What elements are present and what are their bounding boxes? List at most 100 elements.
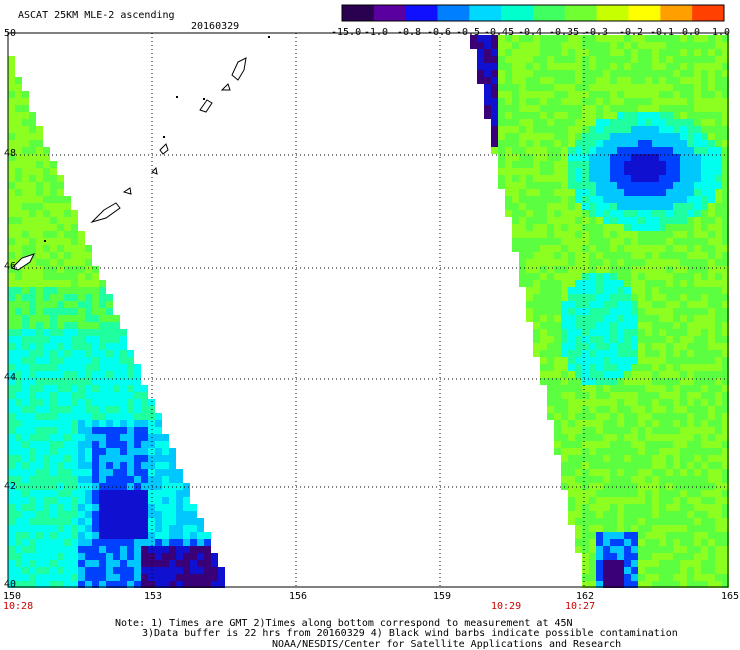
wind-cell <box>120 511 127 518</box>
wind-cell <box>22 182 29 189</box>
wind-cell <box>134 455 141 462</box>
wind-cell <box>533 147 540 154</box>
wind-cell <box>8 189 15 196</box>
wind-cell <box>50 182 57 189</box>
wind-cell <box>491 91 498 98</box>
colorbar-swatch <box>564 5 598 21</box>
wind-cell <box>526 63 533 70</box>
wind-cell <box>645 238 652 245</box>
wind-cell <box>78 511 85 518</box>
wind-cell <box>526 112 533 119</box>
wind-cell <box>610 371 617 378</box>
wind-cell <box>554 301 561 308</box>
wind-cell <box>673 490 680 497</box>
wind-cell <box>645 98 652 105</box>
wind-cell <box>722 420 729 427</box>
wind-cell <box>561 70 568 77</box>
wind-cell <box>36 161 43 168</box>
wind-cell <box>673 238 680 245</box>
wind-cell <box>533 350 540 357</box>
wind-cell <box>78 434 85 441</box>
wind-cell <box>694 77 701 84</box>
wind-cell <box>631 77 638 84</box>
wind-cell <box>50 273 57 280</box>
wind-cell <box>624 434 631 441</box>
wind-cell <box>526 238 533 245</box>
wind-cell <box>43 539 50 546</box>
wind-cell <box>113 350 120 357</box>
wind-cell <box>624 413 631 420</box>
wind-cell <box>687 350 694 357</box>
wind-cell <box>120 427 127 434</box>
wind-cell <box>715 154 722 161</box>
wind-cell <box>631 182 638 189</box>
wind-cell <box>533 161 540 168</box>
wind-cell <box>43 546 50 553</box>
wind-cell <box>561 161 568 168</box>
wind-cell <box>64 476 71 483</box>
wind-cell <box>680 182 687 189</box>
wind-cell <box>71 371 78 378</box>
wind-cell <box>568 210 575 217</box>
wind-cell <box>29 294 36 301</box>
wind-cell <box>582 280 589 287</box>
wind-cell <box>505 203 512 210</box>
wind-cell <box>715 441 722 448</box>
wind-cell <box>582 350 589 357</box>
wind-cell <box>127 469 134 476</box>
wind-cell <box>638 350 645 357</box>
product-title: ASCAT 25KM MLE-2 ascending <box>18 10 175 21</box>
wind-cell <box>596 231 603 238</box>
footer-credit: NOAA/NESDIS/Center for Satellite Applica… <box>272 639 622 650</box>
wind-cell <box>638 280 645 287</box>
wind-cell <box>638 364 645 371</box>
wind-cell <box>526 168 533 175</box>
wind-cell <box>652 525 659 532</box>
wind-cell <box>141 525 148 532</box>
wind-cell <box>582 336 589 343</box>
wind-cell <box>155 553 162 560</box>
wind-cell <box>141 469 148 476</box>
wind-cell <box>652 427 659 434</box>
wind-cell <box>652 56 659 63</box>
wind-cell <box>687 168 694 175</box>
wind-cell <box>617 231 624 238</box>
wind-cell <box>589 238 596 245</box>
wind-cell <box>582 168 589 175</box>
wind-cell <box>50 280 57 287</box>
wind-cell <box>36 280 43 287</box>
wind-cell <box>687 371 694 378</box>
wind-cell <box>148 539 155 546</box>
wind-cell <box>155 560 162 567</box>
wind-cell <box>694 203 701 210</box>
wind-cell <box>64 231 71 238</box>
wind-cell <box>596 280 603 287</box>
wind-cell <box>666 385 673 392</box>
wind-cell <box>22 238 29 245</box>
wind-cell <box>22 329 29 336</box>
wind-cell <box>596 126 603 133</box>
wind-cell <box>64 371 71 378</box>
swath-time-label: 10:28 <box>3 601 34 612</box>
wind-cell <box>596 455 603 462</box>
wind-cell <box>8 497 15 504</box>
wind-cell <box>505 70 512 77</box>
wind-cell <box>694 91 701 98</box>
wind-cell <box>673 98 680 105</box>
wind-cell <box>71 546 78 553</box>
wind-cell <box>687 105 694 112</box>
wind-cell <box>659 126 666 133</box>
wind-cell <box>603 266 610 273</box>
wind-cell <box>526 154 533 161</box>
wind-cell <box>64 427 71 434</box>
wind-cell <box>43 147 50 154</box>
wind-cell <box>638 217 645 224</box>
wind-cell <box>85 560 92 567</box>
wind-cell <box>43 175 50 182</box>
wind-cell <box>50 581 57 588</box>
wind-cell <box>694 399 701 406</box>
wind-cell <box>190 581 197 588</box>
wind-cell <box>64 301 71 308</box>
wind-cell <box>659 105 666 112</box>
wind-cell <box>610 322 617 329</box>
